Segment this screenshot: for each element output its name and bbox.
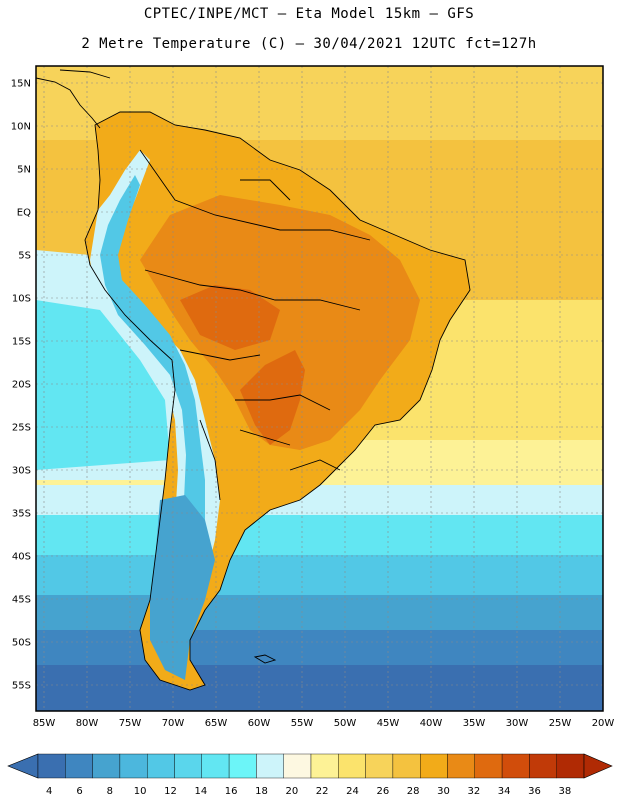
colorbar-segment bbox=[556, 753, 585, 779]
lat-label: 25S bbox=[12, 423, 31, 434]
lon-label: 85W bbox=[33, 718, 56, 729]
patagonia-cold-region bbox=[150, 495, 215, 680]
colorbar-label: 10 bbox=[134, 786, 147, 797]
colorbar-segment bbox=[283, 753, 312, 779]
country-borders bbox=[139, 149, 371, 501]
colorbar-label: 22 bbox=[316, 786, 329, 797]
colorbar bbox=[7, 753, 613, 779]
colorbar-label: 14 bbox=[194, 786, 207, 797]
colorbar-segment bbox=[92, 753, 121, 779]
lon-label: 45W bbox=[377, 718, 400, 729]
lon-label: 80W bbox=[76, 718, 99, 729]
lat-label: 15N bbox=[11, 79, 31, 90]
colorbar-label: 32 bbox=[467, 786, 480, 797]
lon-label: 35W bbox=[463, 718, 486, 729]
interior-hot-region bbox=[140, 195, 420, 450]
colorbar-label: 28 bbox=[407, 786, 420, 797]
lon-label: 50W bbox=[334, 718, 357, 729]
map-frame bbox=[35, 65, 604, 712]
lon-label: 60W bbox=[248, 718, 271, 729]
colorbar-label: 8 bbox=[107, 786, 113, 797]
colorbar-high-arrow bbox=[583, 753, 613, 779]
colorbar-segment bbox=[392, 753, 421, 779]
coastlines-and-borders bbox=[35, 69, 471, 691]
cold-band-3 bbox=[36, 630, 603, 665]
colorbar-label: 16 bbox=[225, 786, 238, 797]
coastline-central-america bbox=[35, 69, 111, 129]
colorbar-label: 38 bbox=[558, 786, 571, 797]
coastline-south-america bbox=[84, 111, 471, 691]
lat-label: 35S bbox=[12, 509, 31, 520]
colorbar-segment bbox=[447, 753, 475, 779]
colorbar-segment bbox=[529, 753, 557, 779]
colorbar-segment bbox=[365, 753, 394, 779]
colorbar-label: 20 bbox=[285, 786, 298, 797]
colorbar-segment bbox=[65, 753, 93, 779]
lon-label: 20W bbox=[592, 718, 615, 729]
cold-band-2 bbox=[36, 595, 603, 630]
andes-cold-strip bbox=[100, 175, 205, 630]
lon-label: 65W bbox=[205, 718, 228, 729]
falkland-islands bbox=[253, 654, 277, 664]
pacific-cyan-region bbox=[36, 300, 170, 470]
colorbar-label: 24 bbox=[346, 786, 359, 797]
longitude-labels: 85W 80W 75W 70W 65W 60W 55W 50W 45W 40W 35W 30W 25W 2… bbox=[33, 718, 615, 729]
colorbar-segment bbox=[37, 753, 66, 779]
map-title-line1: CPTEC/INPE/MCT – Eta Model 15km – GFS bbox=[143, 6, 475, 22]
colorbar-segment bbox=[146, 753, 175, 779]
lat-label: 40S bbox=[12, 552, 31, 563]
colorbar-low-arrow bbox=[7, 753, 39, 779]
colorbar-label: 26 bbox=[376, 786, 389, 797]
lon-label: 75W bbox=[119, 718, 142, 729]
colorbar-label: 12 bbox=[164, 786, 177, 797]
lat-label: 20S bbox=[12, 380, 31, 391]
colorbar-label: 30 bbox=[437, 786, 450, 797]
lon-label: 25W bbox=[549, 718, 572, 729]
lat-label: 30S bbox=[12, 466, 31, 477]
colorbar-segment bbox=[228, 753, 257, 779]
cold-band-1 bbox=[36, 555, 603, 595]
lon-label: 55W bbox=[291, 718, 314, 729]
cool-band bbox=[36, 485, 603, 515]
cold-cyan-band bbox=[36, 515, 603, 555]
lat-label: 5N bbox=[17, 165, 31, 176]
colorbar-label: 36 bbox=[528, 786, 541, 797]
colorbar-segment bbox=[201, 753, 230, 779]
lat-label: 10S bbox=[12, 294, 31, 305]
colorbar-segment bbox=[338, 753, 366, 779]
latitude-labels: 15N 10N 5N EQ 5S 10S 15S 20S 25S 30S 35S 40S 45S 50S 5… bbox=[11, 79, 31, 692]
lat-label: 15S bbox=[12, 337, 31, 348]
lat-label: 5S bbox=[18, 251, 31, 262]
map-title-line2: 2 Metre Temperature (C) – 30/04/2021 12U… bbox=[81, 36, 537, 52]
core-heat-region bbox=[240, 350, 305, 445]
lat-label: 50S bbox=[12, 638, 31, 649]
central-heat-region bbox=[180, 285, 280, 350]
temperature-field bbox=[36, 66, 603, 711]
lat-label: 10N bbox=[11, 122, 31, 133]
lon-label: 70W bbox=[162, 718, 185, 729]
colorbar-segment bbox=[474, 753, 503, 779]
colorbar-label: 34 bbox=[498, 786, 511, 797]
lon-label: 40W bbox=[420, 718, 443, 729]
colorbar-label: 4 bbox=[46, 786, 52, 797]
colorbar-labels: 4 6 8 10 12 14 16 18 20 22 24 26 28 30 32 34 36 38 bbox=[46, 786, 571, 797]
colorbar-segment bbox=[174, 753, 202, 779]
colorbar-label: 6 bbox=[76, 786, 82, 797]
lat-label: 45S bbox=[12, 595, 31, 606]
colorbar-segment bbox=[310, 753, 339, 779]
colorbar-segment bbox=[119, 753, 148, 779]
lon-label: 30W bbox=[506, 718, 529, 729]
colorbar-segment bbox=[501, 753, 530, 779]
lat-label: 55S bbox=[12, 681, 31, 692]
colorbar-segment bbox=[256, 753, 284, 779]
colorbar-segment bbox=[420, 753, 448, 779]
colorbar-label: 18 bbox=[255, 786, 268, 797]
lat-label: EQ bbox=[17, 208, 31, 219]
cold-band-4 bbox=[36, 665, 603, 711]
